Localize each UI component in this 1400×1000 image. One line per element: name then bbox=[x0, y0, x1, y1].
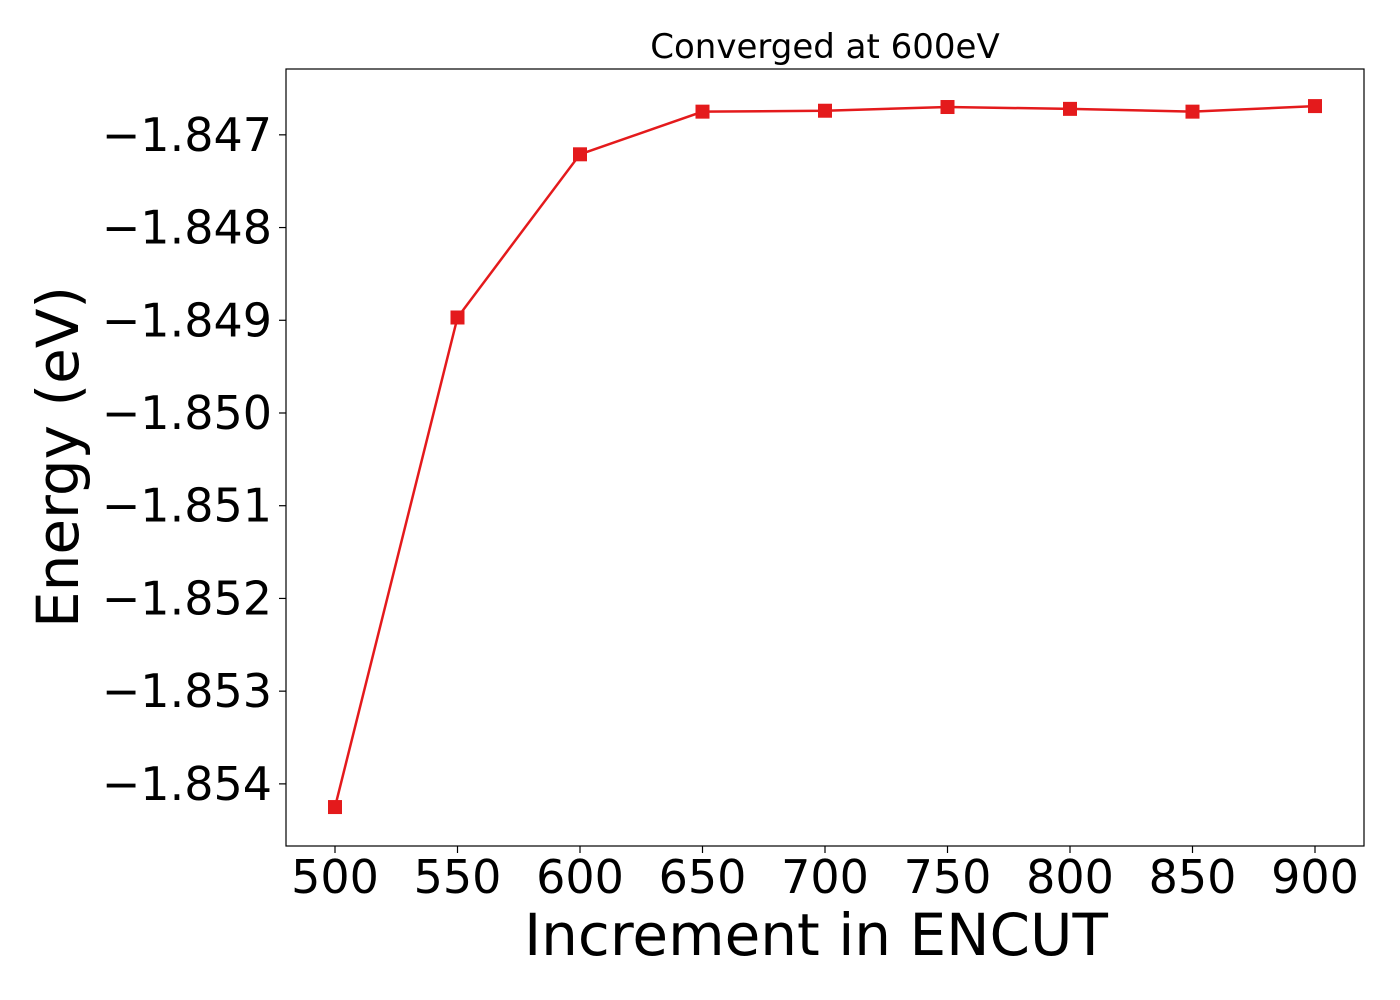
y-tick-label: −1.850 bbox=[102, 386, 272, 440]
x-tick-label: 600 bbox=[536, 850, 624, 904]
data-point-marker bbox=[1308, 99, 1322, 114]
data-point-marker bbox=[573, 147, 587, 162]
data-point-marker bbox=[328, 800, 342, 815]
y-tick-label: −1.851 bbox=[102, 479, 272, 533]
y-tick-label: −1.848 bbox=[102, 201, 272, 255]
data-point-marker bbox=[695, 104, 710, 119]
series-layer bbox=[333, 104, 1316, 808]
x-tick-label: 900 bbox=[1271, 850, 1359, 904]
x-tick-label: 800 bbox=[1026, 850, 1114, 904]
markers-layer bbox=[328, 99, 1322, 815]
y-tick-label: −1.849 bbox=[102, 293, 272, 347]
data-point-marker bbox=[940, 100, 955, 115]
x-tick-label: 550 bbox=[414, 850, 502, 904]
chart-title: Converged at 600eV bbox=[650, 27, 999, 67]
x-tick-label: 700 bbox=[781, 850, 869, 904]
x-tick-label: 850 bbox=[1149, 850, 1237, 904]
x-tick-label: 750 bbox=[904, 850, 992, 904]
ticks-layer: 500 550 600 650 700 750 800 850 900 −1.854 −1.853 −… bbox=[102, 108, 1359, 904]
series-line bbox=[333, 104, 1316, 808]
y-tick-label: −1.853 bbox=[102, 664, 272, 718]
y-tick-label: −1.852 bbox=[102, 571, 272, 625]
y-tick-label: −1.847 bbox=[102, 108, 272, 162]
y-tick-label: −1.854 bbox=[102, 757, 272, 811]
x-axis-label: Increment in ENCUT bbox=[524, 901, 1108, 969]
data-point-marker bbox=[1185, 104, 1200, 119]
data-point-marker bbox=[450, 310, 465, 325]
plot-frame bbox=[285, 68, 1365, 847]
data-point-marker bbox=[818, 103, 832, 118]
x-tick-label: 650 bbox=[659, 850, 747, 904]
data-point-marker bbox=[1063, 101, 1077, 116]
y-axis-label: Energy (eV) bbox=[24, 286, 92, 628]
x-tick-label: 500 bbox=[291, 850, 379, 904]
